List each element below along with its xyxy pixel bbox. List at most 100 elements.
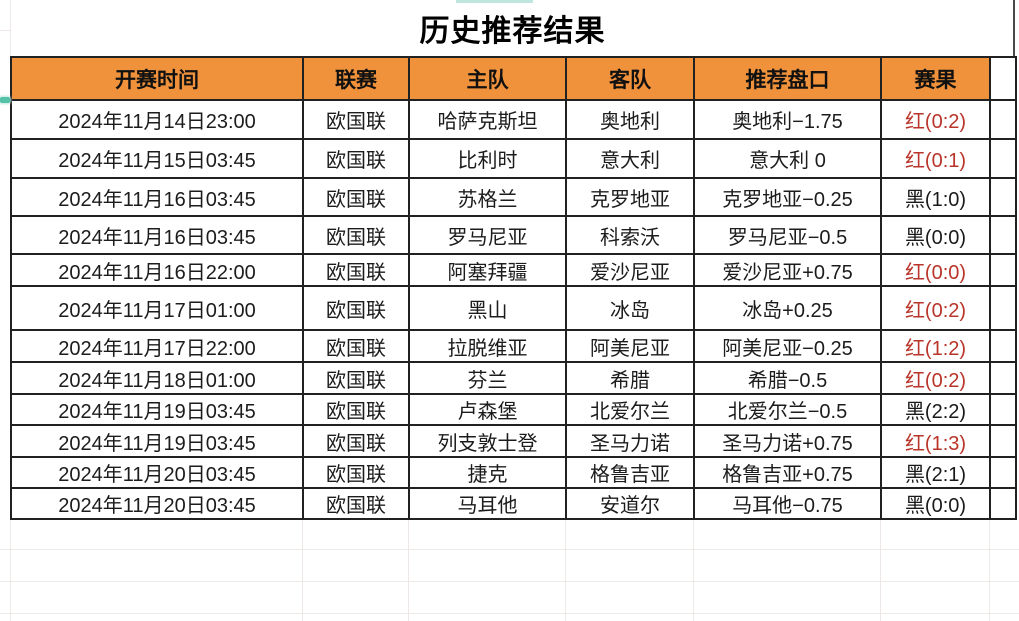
cell-league[interactable]: 欧国联	[302, 487, 410, 520]
cell-home-team[interactable]: 阿塞拜疆	[408, 253, 567, 287]
title-cell: 历史推荐结果	[11, 0, 1014, 56]
cell-league[interactable]: 欧国联	[302, 456, 410, 489]
cell-away-team[interactable]: 格鲁吉亚	[565, 456, 695, 489]
cell-result[interactable]: 黑(0:0)	[880, 487, 991, 520]
cell-empty[interactable]	[989, 329, 1017, 363]
cell-result[interactable]: 黑(2:2)	[880, 393, 991, 426]
cell-kickoff-time[interactable]: 2024年11月17日22:00	[10, 329, 304, 363]
table-row: 2024年11月14日23:00 欧国联 哈萨克斯坦 奥地利 奥地利−1.75 红(0:2…	[10, 99, 1017, 140]
cell-result[interactable]: 黑(0:0)	[880, 215, 991, 255]
cell-league[interactable]: 欧国联	[302, 177, 410, 217]
cell-away-team[interactable]: 安道尔	[565, 487, 695, 520]
cell-kickoff-time[interactable]: 2024年11月16日03:45	[10, 177, 304, 217]
cell-handicap[interactable]: 奥地利−1.75	[693, 99, 882, 140]
cell-result[interactable]: 红(0:0)	[880, 253, 991, 287]
column-header-kickoff-time[interactable]: 开赛时间	[10, 56, 304, 101]
cell-away-team[interactable]: 北爱尔兰	[565, 393, 695, 426]
cell-handicap[interactable]: 格鲁吉亚+0.75	[693, 456, 882, 489]
cell-kickoff-time[interactable]: 2024年11月18日01:00	[10, 361, 304, 395]
cell-home-team[interactable]: 芬兰	[408, 361, 567, 395]
results-table: 开赛时间 联赛 主队 客队 推荐盘口 赛果 2024年11月14日23:00 欧国联 哈萨克斯…	[10, 56, 1017, 520]
cell-away-team[interactable]: 冰岛	[565, 285, 695, 331]
cell-league[interactable]: 欧国联	[302, 424, 410, 458]
cell-home-team[interactable]: 黑山	[408, 285, 567, 331]
cell-kickoff-time[interactable]: 2024年11月20日03:45	[10, 456, 304, 489]
cell-kickoff-time[interactable]: 2024年11月14日23:00	[10, 99, 304, 140]
cell-league[interactable]: 欧国联	[302, 138, 410, 179]
cell-handicap[interactable]: 北爱尔兰−0.5	[693, 393, 882, 426]
cell-league[interactable]: 欧国联	[302, 393, 410, 426]
cell-home-team[interactable]: 马耳他	[408, 487, 567, 520]
cell-empty[interactable]	[989, 138, 1017, 179]
cell-empty[interactable]	[989, 361, 1017, 395]
cell-kickoff-time[interactable]: 2024年11月17日01:00	[10, 285, 304, 331]
cell-empty[interactable]	[989, 487, 1017, 520]
cell-handicap[interactable]: 圣马力诺+0.75	[693, 424, 882, 458]
cell-kickoff-time[interactable]: 2024年11月20日03:45	[10, 487, 304, 520]
cell-handicap[interactable]: 冰岛+0.25	[693, 285, 882, 331]
cell-league[interactable]: 欧国联	[302, 215, 410, 255]
table-row: 2024年11月19日03:45 欧国联 卢森堡 北爱尔兰 北爱尔兰−0.5 黑(2:2)	[10, 393, 1017, 426]
cell-home-team[interactable]: 比利时	[408, 138, 567, 179]
cell-empty[interactable]	[989, 285, 1017, 331]
table-row: 2024年11月16日03:45 欧国联 苏格兰 克罗地亚 克罗地亚−0.25 黑(1:0…	[10, 177, 1017, 217]
cell-result[interactable]: 红(1:2)	[880, 329, 991, 363]
cell-away-team[interactable]: 科索沃	[565, 215, 695, 255]
cell-empty[interactable]	[989, 424, 1017, 458]
cell-kickoff-time[interactable]: 2024年11月16日03:45	[10, 215, 304, 255]
cell-handicap[interactable]: 阿美尼亚−0.25	[693, 329, 882, 363]
cell-handicap[interactable]: 希腊−0.5	[693, 361, 882, 395]
cell-kickoff-time[interactable]: 2024年11月16日22:00	[10, 253, 304, 287]
table-row: 2024年11月18日01:00 欧国联 芬兰 希腊 希腊−0.5 红(0:2)	[10, 361, 1017, 395]
cell-result[interactable]: 黑(2:1)	[880, 456, 991, 489]
cell-empty[interactable]	[989, 99, 1017, 140]
cell-away-team[interactable]: 意大利	[565, 138, 695, 179]
cell-away-team[interactable]: 爱沙尼亚	[565, 253, 695, 287]
cell-home-team[interactable]: 哈萨克斯坦	[408, 99, 567, 140]
cell-away-team[interactable]: 奥地利	[565, 99, 695, 140]
cell-league[interactable]: 欧国联	[302, 253, 410, 287]
cell-result[interactable]: 红(1:3)	[880, 424, 991, 458]
cell-empty[interactable]	[989, 177, 1017, 217]
selection-accent-top	[456, 0, 533, 3]
cell-handicap[interactable]: 马耳他−0.75	[693, 487, 882, 520]
cell-away-team[interactable]: 克罗地亚	[565, 177, 695, 217]
cell-handicap[interactable]: 意大利 0	[693, 138, 882, 179]
cell-handicap[interactable]: 爱沙尼亚+0.75	[693, 253, 882, 287]
cell-away-team[interactable]: 阿美尼亚	[565, 329, 695, 363]
cell-away-team[interactable]: 圣马力诺	[565, 424, 695, 458]
cell-league[interactable]: 欧国联	[302, 99, 410, 140]
cell-result[interactable]: 红(0:2)	[880, 361, 991, 395]
cell-result[interactable]: 黑(1:0)	[880, 177, 991, 217]
cell-home-team[interactable]: 苏格兰	[408, 177, 567, 217]
cell-handicap[interactable]: 克罗地亚−0.25	[693, 177, 882, 217]
gridline-horizontal	[0, 549, 1019, 550]
column-header-empty[interactable]	[989, 56, 1017, 101]
column-header-recommended-handicap[interactable]: 推荐盘口	[693, 56, 882, 101]
column-header-away-team[interactable]: 客队	[565, 56, 695, 101]
column-header-home-team[interactable]: 主队	[408, 56, 567, 101]
cell-empty[interactable]	[989, 393, 1017, 426]
cell-empty[interactable]	[989, 456, 1017, 489]
cell-kickoff-time[interactable]: 2024年11月15日03:45	[10, 138, 304, 179]
cell-home-team[interactable]: 拉脱维亚	[408, 329, 567, 363]
cell-kickoff-time[interactable]: 2024年11月19日03:45	[10, 424, 304, 458]
cell-home-team[interactable]: 列支敦士登	[408, 424, 567, 458]
cell-league[interactable]: 欧国联	[302, 361, 410, 395]
cell-home-team[interactable]: 捷克	[408, 456, 567, 489]
column-header-league[interactable]: 联赛	[302, 56, 410, 101]
cell-result[interactable]: 红(0:1)	[880, 138, 991, 179]
cell-away-team[interactable]: 希腊	[565, 361, 695, 395]
cell-empty[interactable]	[989, 215, 1017, 255]
gridline-horizontal	[0, 613, 1019, 614]
column-header-result[interactable]: 赛果	[880, 56, 991, 101]
cell-home-team[interactable]: 卢森堡	[408, 393, 567, 426]
cell-league[interactable]: 欧国联	[302, 285, 410, 331]
cell-result[interactable]: 红(0:2)	[880, 285, 991, 331]
cell-kickoff-time[interactable]: 2024年11月19日03:45	[10, 393, 304, 426]
cell-handicap[interactable]: 罗马尼亚−0.5	[693, 215, 882, 255]
cell-league[interactable]: 欧国联	[302, 329, 410, 363]
cell-result[interactable]: 红(0:2)	[880, 99, 991, 140]
cell-home-team[interactable]: 罗马尼亚	[408, 215, 567, 255]
cell-empty[interactable]	[989, 253, 1017, 287]
